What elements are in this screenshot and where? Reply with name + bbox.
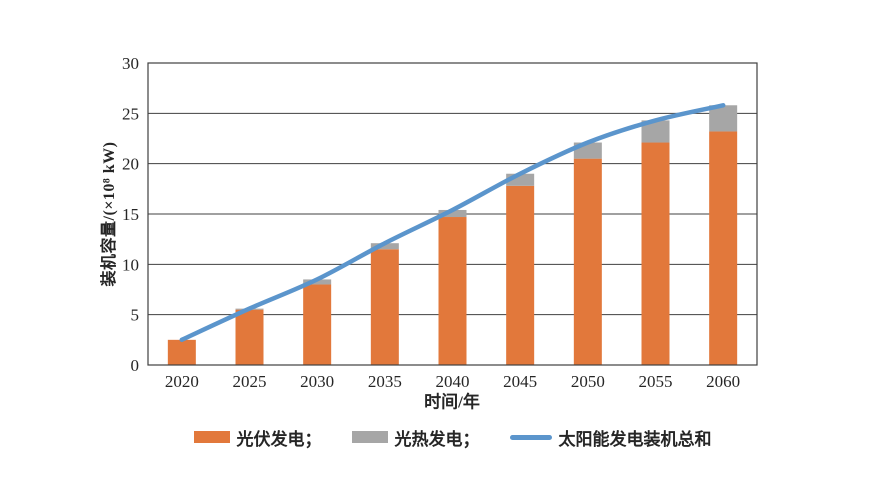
legend-label-pv: 光伏发电； — [236, 429, 322, 449]
x-tick-label-2045: 2045 — [503, 372, 537, 391]
bar-csp-2040 — [438, 209, 467, 218]
legend: 光伏发电； 光热发电； 太阳能发电装机总和 — [148, 424, 757, 450]
y-tick-label-5: 5 — [131, 306, 140, 325]
y-tick-label-20: 20 — [122, 155, 139, 174]
legend-label-total: 太阳能发电装机总和 — [558, 429, 712, 449]
legend-label-csp: 光热发电； — [394, 429, 480, 449]
y-tick-label-0: 0 — [131, 356, 140, 375]
x-tick-label-2025: 2025 — [233, 372, 267, 391]
y-tick-label-15: 15 — [122, 205, 139, 224]
plot-border — [147, 62, 758, 366]
x-tick-label-2050: 2050 — [571, 372, 605, 391]
total-line-swatch-icon — [509, 434, 552, 440]
total-line — [179, 103, 726, 343]
y-tick-label-30: 30 — [122, 54, 139, 73]
bar-csp-2055 — [641, 120, 670, 143]
bar-csp-2060 — [709, 105, 738, 132]
x-tick-label-2060: 2060 — [706, 372, 740, 391]
bar-pv-2025 — [235, 309, 264, 365]
y-axis-title: 装机容量/(×10⁸ kW) — [101, 141, 118, 287]
x-axis-title: 时间/年 — [424, 392, 480, 412]
x-tick-label-2055: 2055 — [639, 372, 673, 391]
x-tick-label-2035: 2035 — [368, 372, 402, 391]
y-tick-label-10: 10 — [122, 255, 139, 274]
bar-pv-2035 — [370, 249, 399, 365]
bar-pv-2055 — [641, 142, 670, 365]
bar-pv-2045 — [506, 185, 535, 365]
bar-pv-2030 — [303, 284, 332, 365]
pv-swatch-icon — [193, 431, 230, 443]
x-tick-label-2030: 2030 — [300, 372, 334, 391]
legend-item-pv: 光伏发电； — [193, 425, 322, 450]
legend-item-csp: 光热发电； — [351, 425, 480, 450]
bar-csp-2030 — [303, 279, 332, 285]
csp-swatch-icon — [351, 431, 388, 443]
legend-item-total: 太阳能发电装机总和 — [509, 425, 712, 450]
bar-pv-2060 — [709, 131, 738, 365]
x-tick-label-2040: 2040 — [436, 372, 470, 391]
y-tick-label-25: 25 — [122, 104, 139, 123]
bar-pv-2020 — [167, 339, 196, 365]
bar-csp-2035 — [370, 243, 399, 250]
x-tick-label-2020: 2020 — [165, 372, 199, 391]
bar-pv-2050 — [573, 158, 602, 365]
bar-pv-2040 — [438, 217, 467, 365]
